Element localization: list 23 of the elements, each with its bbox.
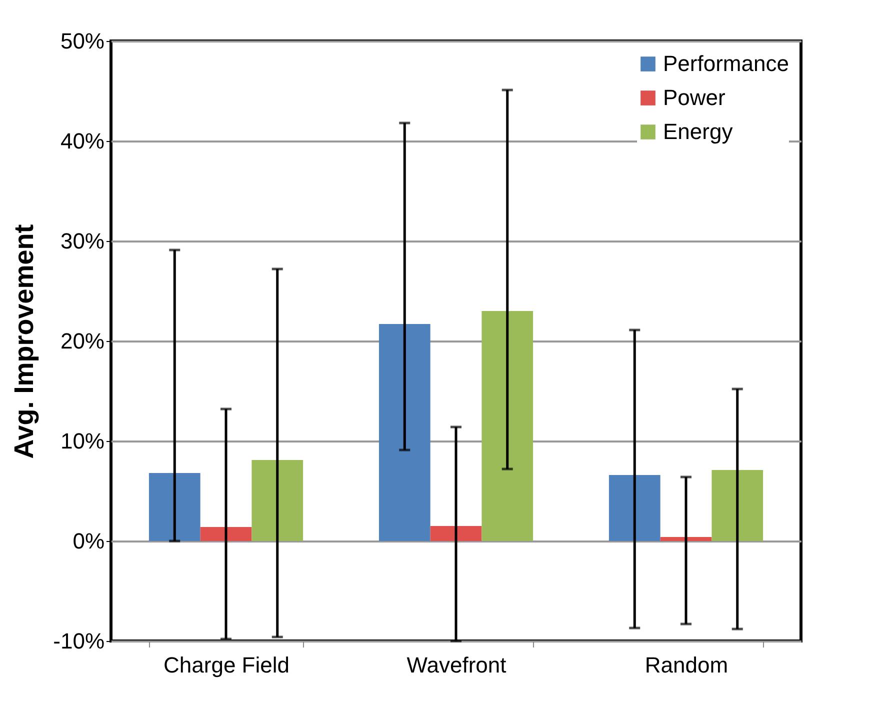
bar xyxy=(148,473,200,541)
x-tick-label: Wavefront xyxy=(406,652,506,678)
x-tick-label: Charge Field xyxy=(164,652,290,678)
bar xyxy=(378,324,430,541)
y-tick-label: 0% xyxy=(72,528,104,554)
y-tick-label: 40% xyxy=(60,128,104,154)
y-tick-label: 10% xyxy=(60,428,104,454)
legend-label: Power xyxy=(663,85,726,110)
y-tick-label: -10% xyxy=(53,628,104,654)
bar xyxy=(252,460,304,541)
legend-label: Energy xyxy=(663,119,733,144)
bar xyxy=(482,311,534,541)
bar xyxy=(430,526,482,541)
legend-label: Performance xyxy=(663,51,789,76)
bar xyxy=(200,527,252,541)
bar xyxy=(660,537,712,541)
y-tick-label: 50% xyxy=(60,28,104,54)
y-tick-label: 20% xyxy=(60,328,104,354)
bar xyxy=(608,475,660,541)
bar xyxy=(712,470,764,541)
x-tick-label: Random xyxy=(644,652,728,678)
y-tick-label: 30% xyxy=(60,228,104,254)
y-axis-title: Avg. Improvement xyxy=(9,224,40,459)
